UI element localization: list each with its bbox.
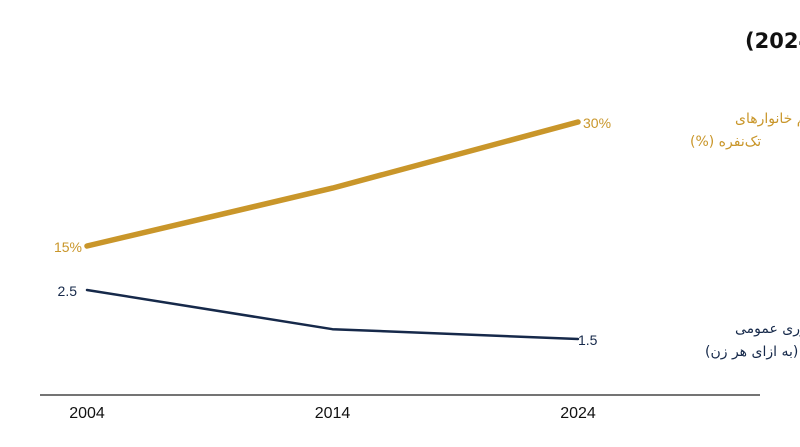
single-series-name-line2: تک‌نفره (%) bbox=[690, 134, 761, 150]
single-start-label: 15% bbox=[54, 239, 82, 255]
fertility-end-label: 1.5 bbox=[578, 332, 598, 348]
single-end-label: 30% bbox=[583, 115, 611, 131]
fertility-series-line bbox=[85, 288, 580, 341]
single-series-name-line1: سهم خانوارهای bbox=[735, 111, 800, 127]
x-tick-label: 2004 bbox=[69, 405, 105, 422]
x-tick-label: 2024 bbox=[560, 405, 596, 422]
series-layer bbox=[84, 119, 581, 341]
fertility-series-name-line1: نرخ باروری عمومی bbox=[735, 321, 800, 337]
fertility-series-name-line2: (به ازای هر زن) bbox=[705, 344, 798, 360]
x-tick-label: 2014 bbox=[315, 405, 351, 422]
label-layer: 15% 30% سهم خانوارهای تک‌نفره (%) 2.5 1.… bbox=[54, 111, 800, 360]
single-series-line bbox=[84, 119, 581, 249]
chart-title: تغییرات جمعیتی: افزایش زندگی انفرادی و ک… bbox=[745, 28, 800, 53]
x-tick-labels: 2004 2014 2024 bbox=[69, 405, 596, 422]
fertility-start-label: 2.5 bbox=[58, 283, 78, 299]
